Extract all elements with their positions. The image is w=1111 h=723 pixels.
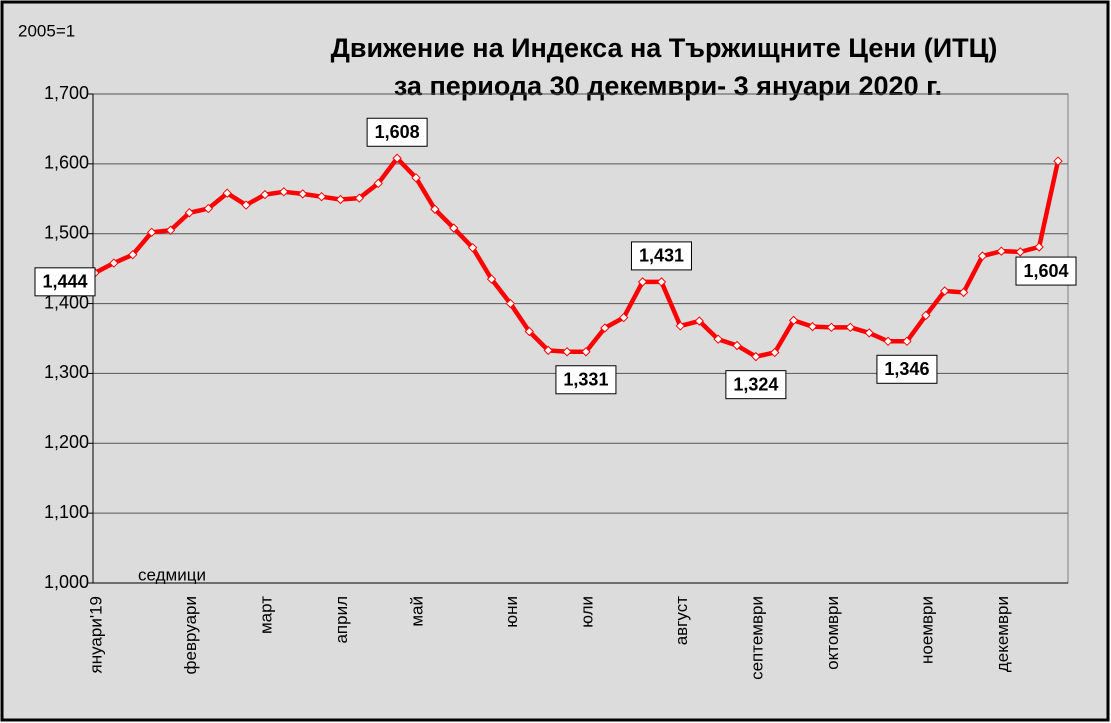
x-tick-label: февруари bbox=[181, 596, 200, 674]
x-tick-label: юли bbox=[577, 596, 596, 628]
chart-subtitle: за периода 30 декември- 3 януари 2020 г. bbox=[394, 71, 942, 101]
data-point bbox=[996, 246, 1007, 256]
data-point bbox=[128, 249, 138, 260]
data-point bbox=[713, 334, 723, 344]
data-point bbox=[486, 274, 497, 284]
chart-title: Движение на Индекса на Тържищните Цени (… bbox=[331, 33, 998, 63]
data-point bbox=[260, 189, 270, 200]
data-point bbox=[751, 351, 761, 362]
x-tick-label: септември bbox=[747, 596, 766, 680]
data-point bbox=[524, 326, 535, 337]
data-label-box bbox=[876, 354, 938, 384]
data-label-box bbox=[1015, 256, 1077, 286]
data-label: 1,324 bbox=[733, 374, 778, 394]
data-line bbox=[93, 156, 1061, 359]
x-tick-label: декември bbox=[993, 596, 1012, 672]
y-tick-label: 1,000 bbox=[44, 572, 89, 592]
data-point bbox=[770, 347, 780, 358]
data-point bbox=[543, 345, 553, 356]
data-point bbox=[958, 287, 969, 298]
data-label: 1,331 bbox=[563, 370, 608, 390]
data-point bbox=[241, 200, 251, 210]
data-label-box bbox=[555, 365, 617, 395]
data-point bbox=[297, 189, 308, 199]
data-point bbox=[600, 323, 610, 333]
data-label: 1,608 bbox=[375, 122, 420, 142]
data-point bbox=[1034, 242, 1044, 252]
data-point bbox=[354, 193, 365, 203]
x-tick-label: август bbox=[672, 596, 691, 645]
data-point bbox=[618, 312, 629, 323]
x-label-bg bbox=[120, 566, 224, 586]
data-point bbox=[902, 336, 912, 347]
data-point bbox=[883, 336, 893, 347]
y-tick-label: 1,500 bbox=[44, 222, 89, 242]
data-point bbox=[732, 340, 742, 351]
data-point bbox=[864, 328, 874, 338]
data-label-box bbox=[366, 117, 428, 147]
x-axis-label: седмици bbox=[138, 565, 206, 584]
data-point bbox=[279, 187, 289, 197]
data-point bbox=[316, 191, 327, 202]
data-point bbox=[807, 321, 818, 332]
x-tick-label: януари'19 bbox=[86, 596, 105, 673]
y-tick-label: 1,100 bbox=[44, 502, 89, 522]
data-point bbox=[430, 204, 440, 214]
unit-label: 2005=1 bbox=[18, 21, 75, 40]
data-point bbox=[788, 315, 799, 326]
y-tick-label: 1,600 bbox=[44, 153, 89, 173]
data-point bbox=[1053, 156, 1063, 166]
data-label: 1,444 bbox=[42, 272, 87, 292]
data-point bbox=[222, 188, 232, 198]
y-tick-label: 1,300 bbox=[44, 362, 89, 382]
data-label-box bbox=[725, 370, 787, 400]
data-point bbox=[637, 277, 648, 287]
data-point bbox=[675, 321, 686, 331]
data-point bbox=[939, 286, 950, 296]
x-tick-label: март bbox=[256, 596, 275, 634]
x-tick-label: април bbox=[332, 596, 351, 644]
data-point bbox=[411, 173, 421, 183]
y-tick-label: 1,700 bbox=[44, 83, 89, 103]
data-point bbox=[203, 203, 214, 214]
data-label: 1,604 bbox=[1023, 261, 1068, 281]
plot-area bbox=[92, 93, 1069, 584]
data-point bbox=[467, 242, 478, 253]
data-point bbox=[335, 194, 346, 205]
data-point bbox=[694, 316, 704, 326]
data-point bbox=[581, 347, 591, 357]
data-point bbox=[921, 310, 931, 321]
data-point bbox=[826, 322, 837, 333]
data-label: 1,346 bbox=[884, 359, 929, 379]
data-point bbox=[977, 251, 988, 261]
data-point bbox=[845, 322, 856, 333]
x-tick-label: ноември bbox=[917, 596, 936, 664]
x-tick-label: октомври bbox=[823, 596, 842, 670]
data-label-box bbox=[630, 241, 692, 271]
data-point bbox=[562, 347, 572, 357]
data-point bbox=[165, 225, 176, 235]
data-point bbox=[505, 298, 516, 309]
y-tick-label: 1,200 bbox=[44, 432, 89, 452]
data-point bbox=[1015, 247, 1025, 257]
data-point bbox=[184, 208, 195, 218]
data-label: 1,431 bbox=[639, 246, 684, 266]
x-tick-label: май bbox=[407, 596, 426, 627]
y-tick-label: 1,400 bbox=[44, 292, 89, 312]
data-point bbox=[373, 178, 383, 189]
x-tick-label: юни bbox=[502, 596, 521, 628]
data-point bbox=[392, 153, 402, 163]
data-point bbox=[109, 258, 119, 268]
data-point bbox=[449, 223, 459, 233]
data-label-box bbox=[34, 267, 96, 297]
data-point bbox=[656, 277, 667, 287]
data-point bbox=[146, 227, 157, 238]
